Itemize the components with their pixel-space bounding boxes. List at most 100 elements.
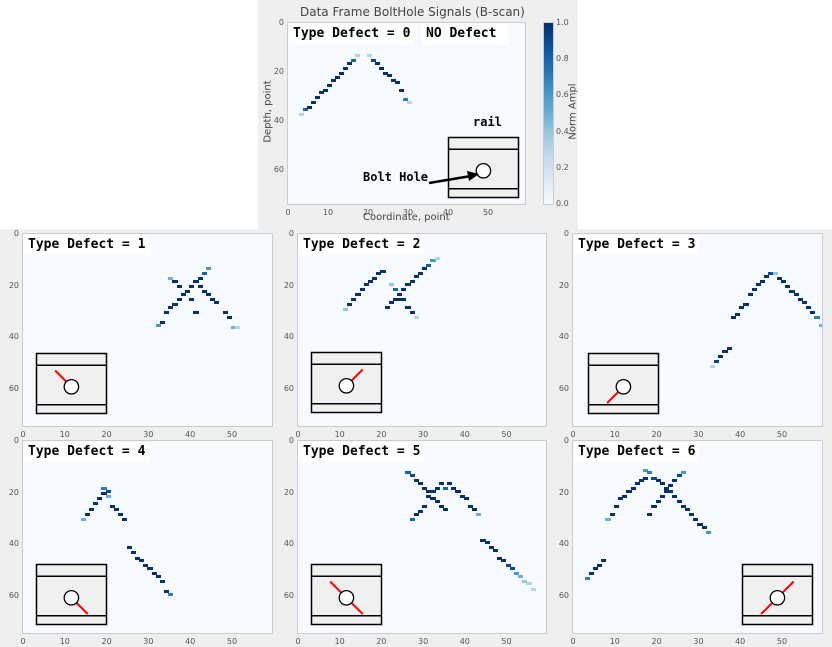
x-tick-label: 0	[295, 430, 301, 439]
signal-cell	[467, 505, 474, 508]
x-tick-label: 30	[418, 637, 429, 646]
signal-cell	[355, 54, 360, 58]
signal-cell	[530, 587, 536, 591]
signal-cell	[768, 272, 774, 276]
signal-cell	[522, 579, 528, 583]
signal-cell	[347, 61, 352, 65]
x-tick-label: 50	[776, 430, 788, 439]
signal-cell	[327, 83, 332, 87]
colorbar-tick-label: 0.2	[556, 162, 569, 172]
signal-cell	[139, 559, 145, 563]
signal-cell	[451, 486, 457, 490]
signal-cell	[676, 474, 682, 478]
signal-cell	[130, 551, 136, 555]
y-tick-label: 0	[563, 229, 569, 238]
signal-cell	[668, 484, 674, 488]
y-tick-label: 20	[8, 280, 19, 290]
x-tick-label: 50	[501, 430, 512, 439]
signal-cell	[197, 285, 203, 289]
defect-type-label: Type Defect = 2	[299, 235, 425, 255]
signal-cell	[155, 323, 161, 327]
rail-inset-icon	[35, 352, 108, 415]
signal-cell	[609, 512, 615, 516]
signal-cell	[447, 481, 453, 485]
rail-label: rail	[473, 115, 502, 129]
signal-cell	[210, 298, 216, 301]
signal-cell	[392, 298, 399, 301]
defect-type-label: Type Defect = 1	[24, 235, 150, 255]
x-tick-label: 10	[609, 430, 620, 439]
x-tick-label: 40	[185, 430, 196, 439]
plot-area-type3: Type Defect = 3	[572, 233, 823, 427]
signal-cell	[672, 494, 678, 498]
signal-cell	[126, 546, 132, 550]
signal-cell	[709, 365, 716, 369]
x-tick-label: 10	[59, 430, 70, 439]
rail-inset-icon	[587, 352, 660, 415]
colorbar	[543, 22, 554, 205]
signal-cell	[501, 559, 507, 563]
x-tick-label: 20	[362, 208, 374, 217]
x-tick-label: 40	[442, 208, 454, 217]
y-tick-label: 20	[283, 280, 294, 290]
colorbar-tick-label: 0.0	[556, 199, 569, 208]
plot-area-type1: Type Defect = 1	[22, 233, 273, 427]
signal-cell	[367, 279, 374, 283]
signal-cell	[772, 272, 778, 276]
signal-cell	[430, 259, 436, 263]
signal-cell	[168, 277, 174, 281]
colorbar-tick-label: 1.0	[556, 18, 569, 27]
signal-cell	[193, 310, 199, 314]
x-tick-label: 10	[334, 430, 345, 439]
signal-cell	[643, 476, 649, 480]
y-tick-label: 0	[13, 229, 19, 238]
signal-cell	[197, 277, 203, 281]
signal-cell	[592, 566, 599, 570]
signal-cell	[655, 499, 661, 503]
x-tick-label: 30	[402, 208, 414, 217]
y-tick-label: 40	[283, 332, 294, 342]
signal-cell	[776, 277, 782, 281]
signal-cell	[680, 505, 686, 508]
signal-cell	[413, 512, 419, 516]
signal-cell	[659, 481, 665, 485]
signal-cell	[214, 300, 220, 304]
signal-cell	[164, 310, 170, 314]
signal-cell	[693, 517, 699, 521]
signal-cell	[172, 279, 178, 283]
defect-type-label: Type Defect = 5	[299, 442, 425, 462]
signal-cell	[355, 292, 361, 296]
signal-cell	[801, 300, 808, 304]
x-tick-label: 50	[226, 430, 238, 439]
y-tick-label: 40	[8, 332, 19, 342]
signal-cell	[643, 468, 649, 472]
signal-cell	[484, 541, 490, 545]
x-tick-label: 10	[609, 637, 620, 646]
y-tick-label: 40	[273, 116, 284, 125]
signal-cell	[588, 572, 594, 576]
signal-cell	[789, 290, 795, 294]
signal-cell	[806, 305, 812, 309]
x-tick-label: 40	[185, 637, 196, 646]
signal-cell	[376, 272, 382, 276]
signal-cell	[143, 564, 149, 568]
x-tick-label: 0	[285, 208, 291, 217]
signal-cell	[151, 572, 157, 576]
signal-cell	[434, 486, 440, 490]
x-tick-label: 30	[693, 637, 704, 646]
signal-cell	[526, 582, 532, 586]
signal-cell	[668, 489, 674, 493]
signal-cell	[597, 564, 603, 568]
x-tick-label: 30	[143, 430, 154, 439]
signal-cell	[351, 59, 356, 63]
signal-cell	[814, 316, 820, 320]
signal-cell	[422, 505, 428, 508]
x-tick-label: 40	[459, 430, 470, 439]
signal-cell	[722, 349, 728, 353]
y-tick-label: 20	[558, 280, 569, 290]
bolt-hole-label: Bolt Hole	[363, 170, 429, 184]
signal-cell	[434, 256, 440, 260]
x-tick-label: 0	[20, 637, 26, 646]
signal-cell	[647, 471, 653, 475]
y-tick-label: 40	[283, 539, 294, 549]
